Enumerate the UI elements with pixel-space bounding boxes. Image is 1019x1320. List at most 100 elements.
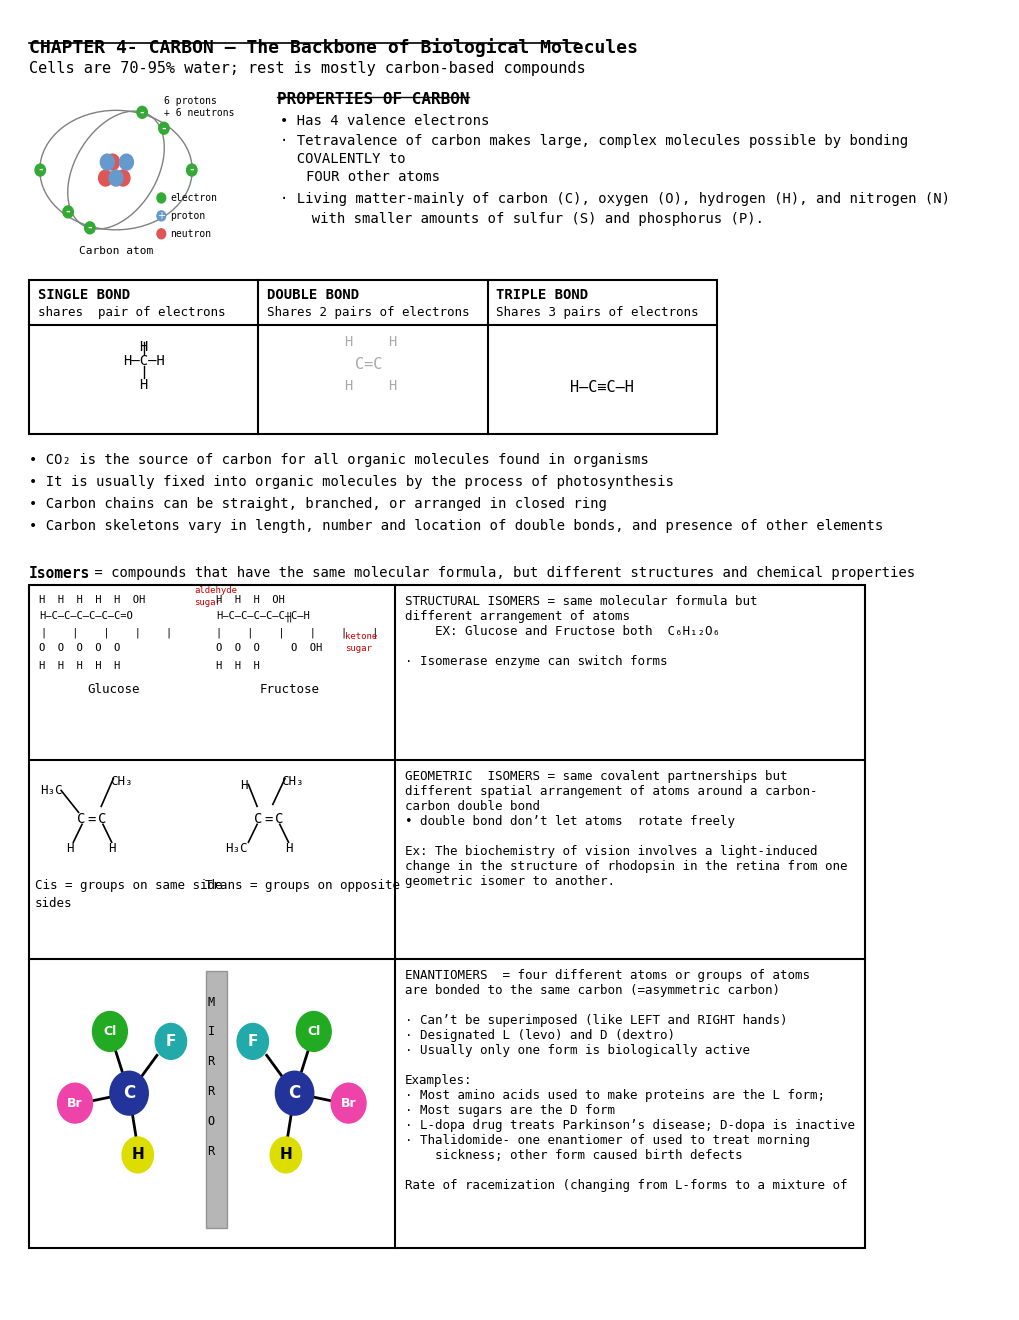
Text: • Carbon chains can be straight, branched, or arranged in closed ring: • Carbon chains can be straight, branche… bbox=[29, 496, 606, 511]
Text: sugar: sugar bbox=[344, 644, 372, 653]
Text: -: - bbox=[190, 165, 194, 176]
Text: Isomers: Isomers bbox=[29, 566, 90, 581]
Text: C=C: C=C bbox=[355, 358, 382, 372]
Text: I: I bbox=[207, 1026, 214, 1039]
Circle shape bbox=[122, 1137, 153, 1173]
Text: H–C≡C–H: H–C≡C–H bbox=[570, 380, 634, 395]
Text: Cells are 70-95% water; rest is mostly carbon-based compounds: Cells are 70-95% water; rest is mostly c… bbox=[29, 61, 585, 75]
Bar bbox=[29, 585, 864, 1247]
Circle shape bbox=[110, 1072, 148, 1115]
Text: H: H bbox=[239, 780, 247, 792]
Text: H₃C: H₃C bbox=[40, 784, 63, 797]
Text: F: F bbox=[165, 1034, 176, 1049]
Text: H₃C: H₃C bbox=[224, 842, 248, 855]
Text: sides: sides bbox=[35, 898, 72, 909]
Text: · Living matter-mainly of carbon (C), oxygen (O), hydrogen (H), and nitrogen (N): · Living matter-mainly of carbon (C), ox… bbox=[279, 191, 949, 206]
Circle shape bbox=[58, 1084, 93, 1123]
Text: H: H bbox=[66, 842, 73, 855]
Circle shape bbox=[93, 1011, 127, 1051]
Text: H: H bbox=[140, 379, 148, 392]
Text: ENANTIOMERS  = four different atoms or groups of atoms
are bonded to the same ca: ENANTIOMERS = four different atoms or gr… bbox=[405, 969, 854, 1192]
Text: H  H  H  OH: H H H OH bbox=[216, 595, 284, 606]
Text: Carbon atom: Carbon atom bbox=[78, 246, 153, 256]
Circle shape bbox=[63, 206, 73, 218]
Text: C: C bbox=[98, 812, 106, 826]
Text: -: - bbox=[161, 123, 166, 133]
Text: H  H  H  H  H  OH: H H H H H OH bbox=[40, 595, 146, 606]
Circle shape bbox=[109, 170, 123, 186]
Circle shape bbox=[137, 107, 147, 119]
Text: COVALENTLY to: COVALENTLY to bbox=[279, 152, 405, 166]
Text: Shares 2 pairs of electrons: Shares 2 pairs of electrons bbox=[267, 306, 469, 319]
Text: R: R bbox=[207, 1085, 214, 1098]
Circle shape bbox=[157, 211, 165, 220]
Text: C: C bbox=[76, 812, 86, 826]
Text: Fructose: Fructose bbox=[260, 682, 319, 696]
Circle shape bbox=[155, 1023, 186, 1060]
Text: -: - bbox=[140, 107, 145, 117]
Text: ketone: ketone bbox=[344, 632, 377, 642]
Text: neutron: neutron bbox=[170, 228, 211, 239]
Text: =: = bbox=[264, 814, 272, 829]
Text: Trans = groups on opposite: Trans = groups on opposite bbox=[205, 879, 399, 892]
Text: =: = bbox=[88, 814, 96, 829]
Text: +: + bbox=[157, 211, 165, 220]
Circle shape bbox=[99, 170, 112, 186]
Text: H–C–H: H–C–H bbox=[122, 354, 164, 368]
Circle shape bbox=[35, 164, 46, 176]
Text: ‖: ‖ bbox=[285, 611, 292, 622]
Circle shape bbox=[116, 170, 129, 186]
Text: H: H bbox=[387, 335, 396, 350]
Text: F: F bbox=[248, 1034, 258, 1049]
Text: STRUCTURAL ISOMERS = same molecular formula but
different arrangement of atoms
 : STRUCTURAL ISOMERS = same molecular form… bbox=[405, 595, 757, 668]
Circle shape bbox=[105, 154, 119, 170]
Circle shape bbox=[297, 1011, 331, 1051]
Text: Br: Br bbox=[67, 1097, 83, 1110]
Text: R: R bbox=[207, 1055, 214, 1068]
Circle shape bbox=[270, 1137, 302, 1173]
Circle shape bbox=[186, 164, 197, 176]
Text: -: - bbox=[66, 207, 70, 216]
Bar bbox=[29, 280, 716, 434]
Text: C: C bbox=[288, 1084, 301, 1102]
Circle shape bbox=[85, 222, 95, 234]
Text: Shares 3 pairs of electrons: Shares 3 pairs of electrons bbox=[496, 306, 698, 319]
Text: Cis = groups on same side: Cis = groups on same side bbox=[35, 879, 222, 892]
Circle shape bbox=[157, 228, 165, 239]
Text: proton: proton bbox=[170, 211, 205, 220]
Text: Glucose: Glucose bbox=[88, 682, 140, 696]
Text: • Carbon skeletons vary in length, number and location of double bonds, and pres: • Carbon skeletons vary in length, numbe… bbox=[29, 519, 882, 532]
Text: H: H bbox=[344, 335, 353, 350]
Text: PROPERTIES OF CARBON: PROPERTIES OF CARBON bbox=[277, 92, 469, 107]
Text: FOUR other atoms: FOUR other atoms bbox=[306, 170, 439, 183]
Text: TRIPLE BOND: TRIPLE BOND bbox=[496, 288, 588, 301]
Circle shape bbox=[159, 123, 169, 135]
Text: Br: Br bbox=[340, 1097, 356, 1110]
Text: O: O bbox=[207, 1115, 214, 1129]
Text: |    |    |    |    |    |: | | | | | | bbox=[216, 627, 378, 638]
Text: O  O  O  O  O: O O O O O bbox=[40, 643, 120, 653]
Text: H: H bbox=[140, 341, 148, 354]
Circle shape bbox=[157, 193, 165, 203]
Text: -: - bbox=[38, 165, 43, 176]
Text: Cl: Cl bbox=[103, 1024, 116, 1038]
Text: H: H bbox=[284, 842, 292, 855]
Circle shape bbox=[331, 1084, 366, 1123]
Circle shape bbox=[100, 154, 114, 170]
Text: |    |    |    |    |: | | | | | bbox=[41, 627, 172, 638]
Circle shape bbox=[119, 154, 133, 170]
Text: CHAPTER 4- CARBON – The Backbone of Biological Molecules: CHAPTER 4- CARBON – The Backbone of Biol… bbox=[29, 38, 637, 57]
Text: Cl: Cl bbox=[307, 1024, 320, 1038]
Text: H–C–C–C–C–C–C–H: H–C–C–C–C–C–C–H bbox=[216, 611, 310, 622]
Text: · Tetravalence of carbon makes large, complex molecules possible by bonding: · Tetravalence of carbon makes large, co… bbox=[279, 135, 907, 148]
Text: • CO₂ is the source of carbon for all organic molecules found in organisms: • CO₂ is the source of carbon for all or… bbox=[29, 453, 648, 467]
Text: C: C bbox=[123, 1084, 136, 1102]
Text: C: C bbox=[274, 812, 282, 826]
Text: • Has 4 valence electrons: • Has 4 valence electrons bbox=[279, 115, 489, 128]
Text: GEOMETRIC  ISOMERS = same covalent partnerships but
different spatial arrangemen: GEOMETRIC ISOMERS = same covalent partne… bbox=[405, 770, 847, 887]
Text: C: C bbox=[254, 812, 262, 826]
Text: H: H bbox=[131, 1147, 144, 1163]
Text: M: M bbox=[207, 995, 214, 1008]
Circle shape bbox=[236, 1023, 268, 1060]
Text: O  O  O     O  OH: O O O O OH bbox=[216, 643, 322, 653]
